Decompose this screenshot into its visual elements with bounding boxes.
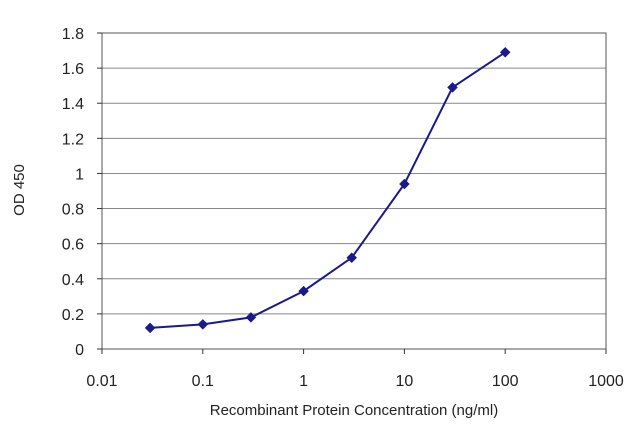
series-line: [150, 51, 506, 329]
x-tick-label: 0.01: [86, 373, 117, 390]
y-tick-label: 0: [75, 342, 84, 359]
data-point: [197, 319, 209, 330]
y-tick-label: 0.6: [62, 237, 84, 254]
series-layer: [144, 46, 511, 334]
plot-border: [101, 32, 607, 350]
x-tick-label: 0.1: [192, 373, 214, 390]
y-tick-label: 0.4: [62, 272, 84, 289]
y-tick-label: 1.2: [62, 131, 84, 148]
gridlines: [102, 67, 606, 315]
data-point: [399, 178, 410, 190]
y-tick-label: 1: [75, 166, 84, 183]
y-tick-label: 0.2: [62, 307, 84, 324]
data-point: [499, 46, 511, 58]
x-tick-label: 100: [492, 373, 519, 390]
y-tick-label: 1.4: [62, 96, 84, 113]
data-point: [447, 82, 458, 93]
data-point: [144, 322, 156, 334]
plot-area: [102, 33, 606, 349]
data-point: [346, 252, 358, 264]
y-axis-title: OD 450: [11, 164, 28, 216]
y-tick-label: 1.6: [62, 61, 84, 78]
x-axis: 0.01 0.1 1 10 100 1000: [86, 349, 624, 390]
x-tick-label: 10: [396, 373, 414, 390]
x-axis-title: Recombinant Protein Concentration (ng/ml…: [210, 402, 498, 419]
y-axis: 0 0.2 0.4 0.6 0.8 1 1.2 1.4 1.6 1.8: [62, 26, 102, 359]
x-tick-label: 1000: [588, 373, 624, 390]
y-tick-label: 1.8: [62, 26, 84, 43]
data-point: [245, 312, 257, 323]
x-tick-label: 1: [299, 373, 308, 390]
y-tick-label: 0.8: [62, 202, 84, 219]
data-point: [298, 285, 309, 297]
